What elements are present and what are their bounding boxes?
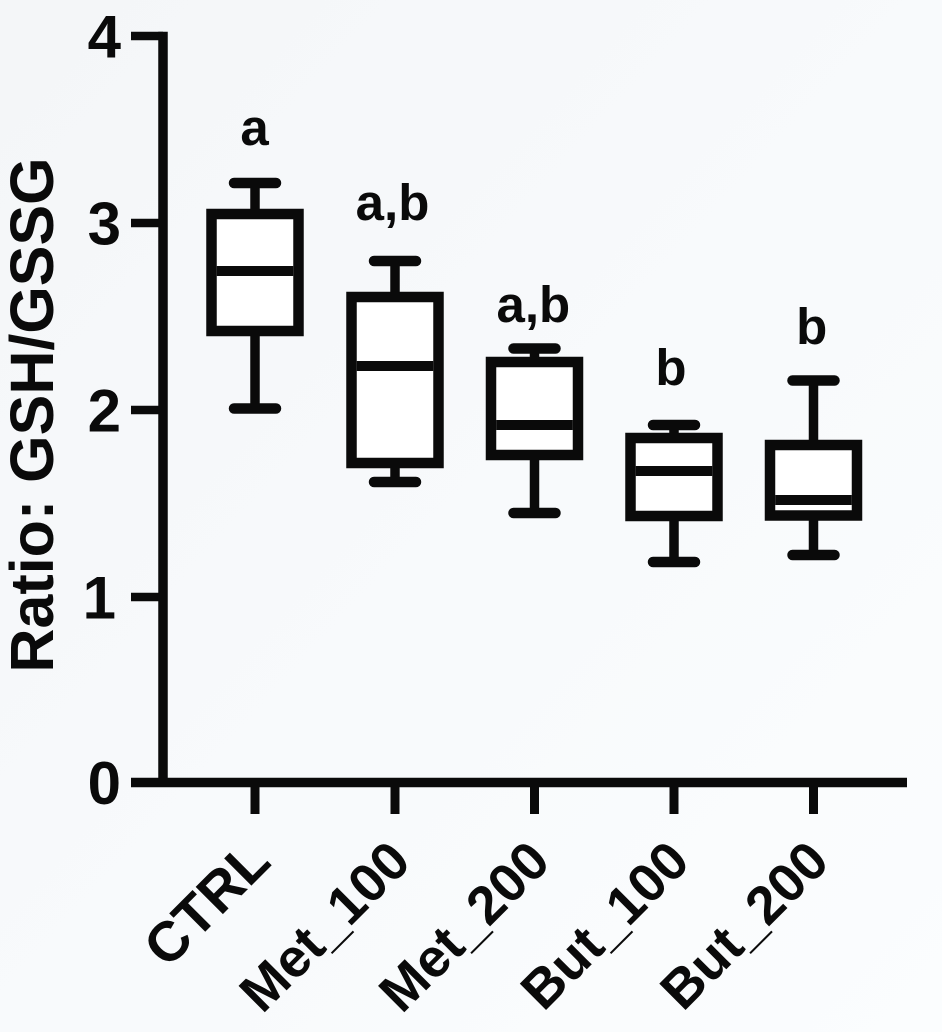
svg-text:2: 2 (88, 377, 121, 444)
svg-text:Ratio: GSH/GSSG: Ratio: GSH/GSSG (0, 157, 66, 672)
svg-text:a,b: a,b (356, 174, 430, 231)
svg-text:3: 3 (88, 190, 121, 257)
svg-text:1: 1 (83, 564, 116, 631)
svg-text:a: a (240, 99, 269, 156)
svg-text:b: b (796, 298, 827, 355)
svg-text:0: 0 (88, 750, 121, 817)
svg-text:a,b: a,b (496, 276, 570, 333)
svg-text:b: b (655, 339, 686, 396)
svg-text:4: 4 (88, 3, 122, 70)
